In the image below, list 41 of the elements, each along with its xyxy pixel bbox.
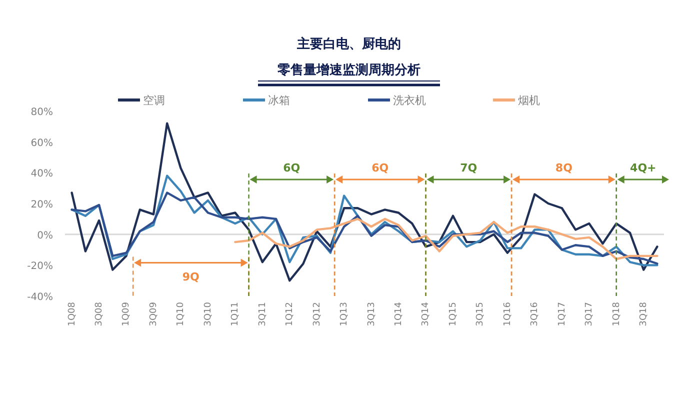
x-tick-label: 1Q12 [285,302,296,326]
x-tick-label: 3Q10 [203,302,214,326]
x-tick-label: 1Q18 [612,302,622,326]
annotation: 9Q [182,270,200,284]
x-tick-label: 1Q11 [230,302,241,326]
chart-title: 主要白电、厨电的 [296,36,401,52]
x-tick-label: 3Q16 [530,302,540,326]
legend-label: 洗衣机 [393,94,426,107]
x-tick-label: 1Q10 [176,302,186,326]
legend-label: 烟机 [518,94,540,107]
chart-subtitle: 零售量增速监测周期分析 [276,63,420,78]
x-tick-label: 1Q15 [448,302,458,326]
annotation: 6Q [372,161,389,174]
x-tick-label: 1Q13 [340,302,350,326]
annotation: 8Q [555,161,572,174]
x-tick-label: 3Q14 [421,302,432,326]
x-tick-label: 1Q09 [122,302,132,326]
legend-label: 冰箱 [268,94,290,107]
y-tick-label: 0% [37,230,53,242]
x-tick-label: 3Q09 [148,302,159,326]
y-tick-label: 60% [30,138,53,149]
y-tick-label: 20% [30,200,53,210]
x-tick-label: 3Q15 [476,302,486,326]
x-tick-label: 3Q18 [639,302,650,326]
x-tick-label: 1Q08 [67,302,78,326]
y-tick-label: -40% [27,292,53,303]
x-tick-label: 3Q08 [94,302,105,326]
x-tick-label: 1Q16 [502,302,513,326]
annotation: 7Q [460,161,478,174]
y-tick-label: 80% [30,107,53,118]
legend-label: 空调 [143,94,165,107]
x-tick-label: 1Q17 [557,302,568,326]
annotation: 6Q [283,161,300,174]
y-tick-label: -20% [27,261,53,272]
x-tick-label: 3Q12 [312,302,322,326]
x-tick-label: 3Q13 [366,302,377,326]
y-tick-label: 40% [30,168,53,180]
x-tick-label: 1Q14 [394,302,404,326]
x-tick-label: 3Q17 [584,302,595,326]
x-tick-label: 3Q11 [258,302,268,326]
annotation: 4Q+ [630,161,656,174]
